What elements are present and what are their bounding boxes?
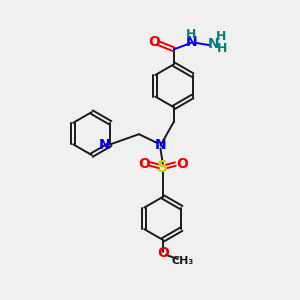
Text: CH₃: CH₃ <box>172 256 194 266</box>
Text: N: N <box>99 138 111 152</box>
Text: S: S <box>157 160 168 175</box>
Text: O: O <box>148 34 160 49</box>
Text: H: H <box>185 28 196 41</box>
Text: H: H <box>217 42 227 55</box>
Text: O: O <box>138 157 150 171</box>
Text: O: O <box>176 157 188 171</box>
Text: N: N <box>154 138 166 152</box>
Text: O: O <box>158 246 169 260</box>
Text: H: H <box>216 30 226 43</box>
Text: N: N <box>208 37 220 51</box>
Text: N: N <box>186 35 198 50</box>
